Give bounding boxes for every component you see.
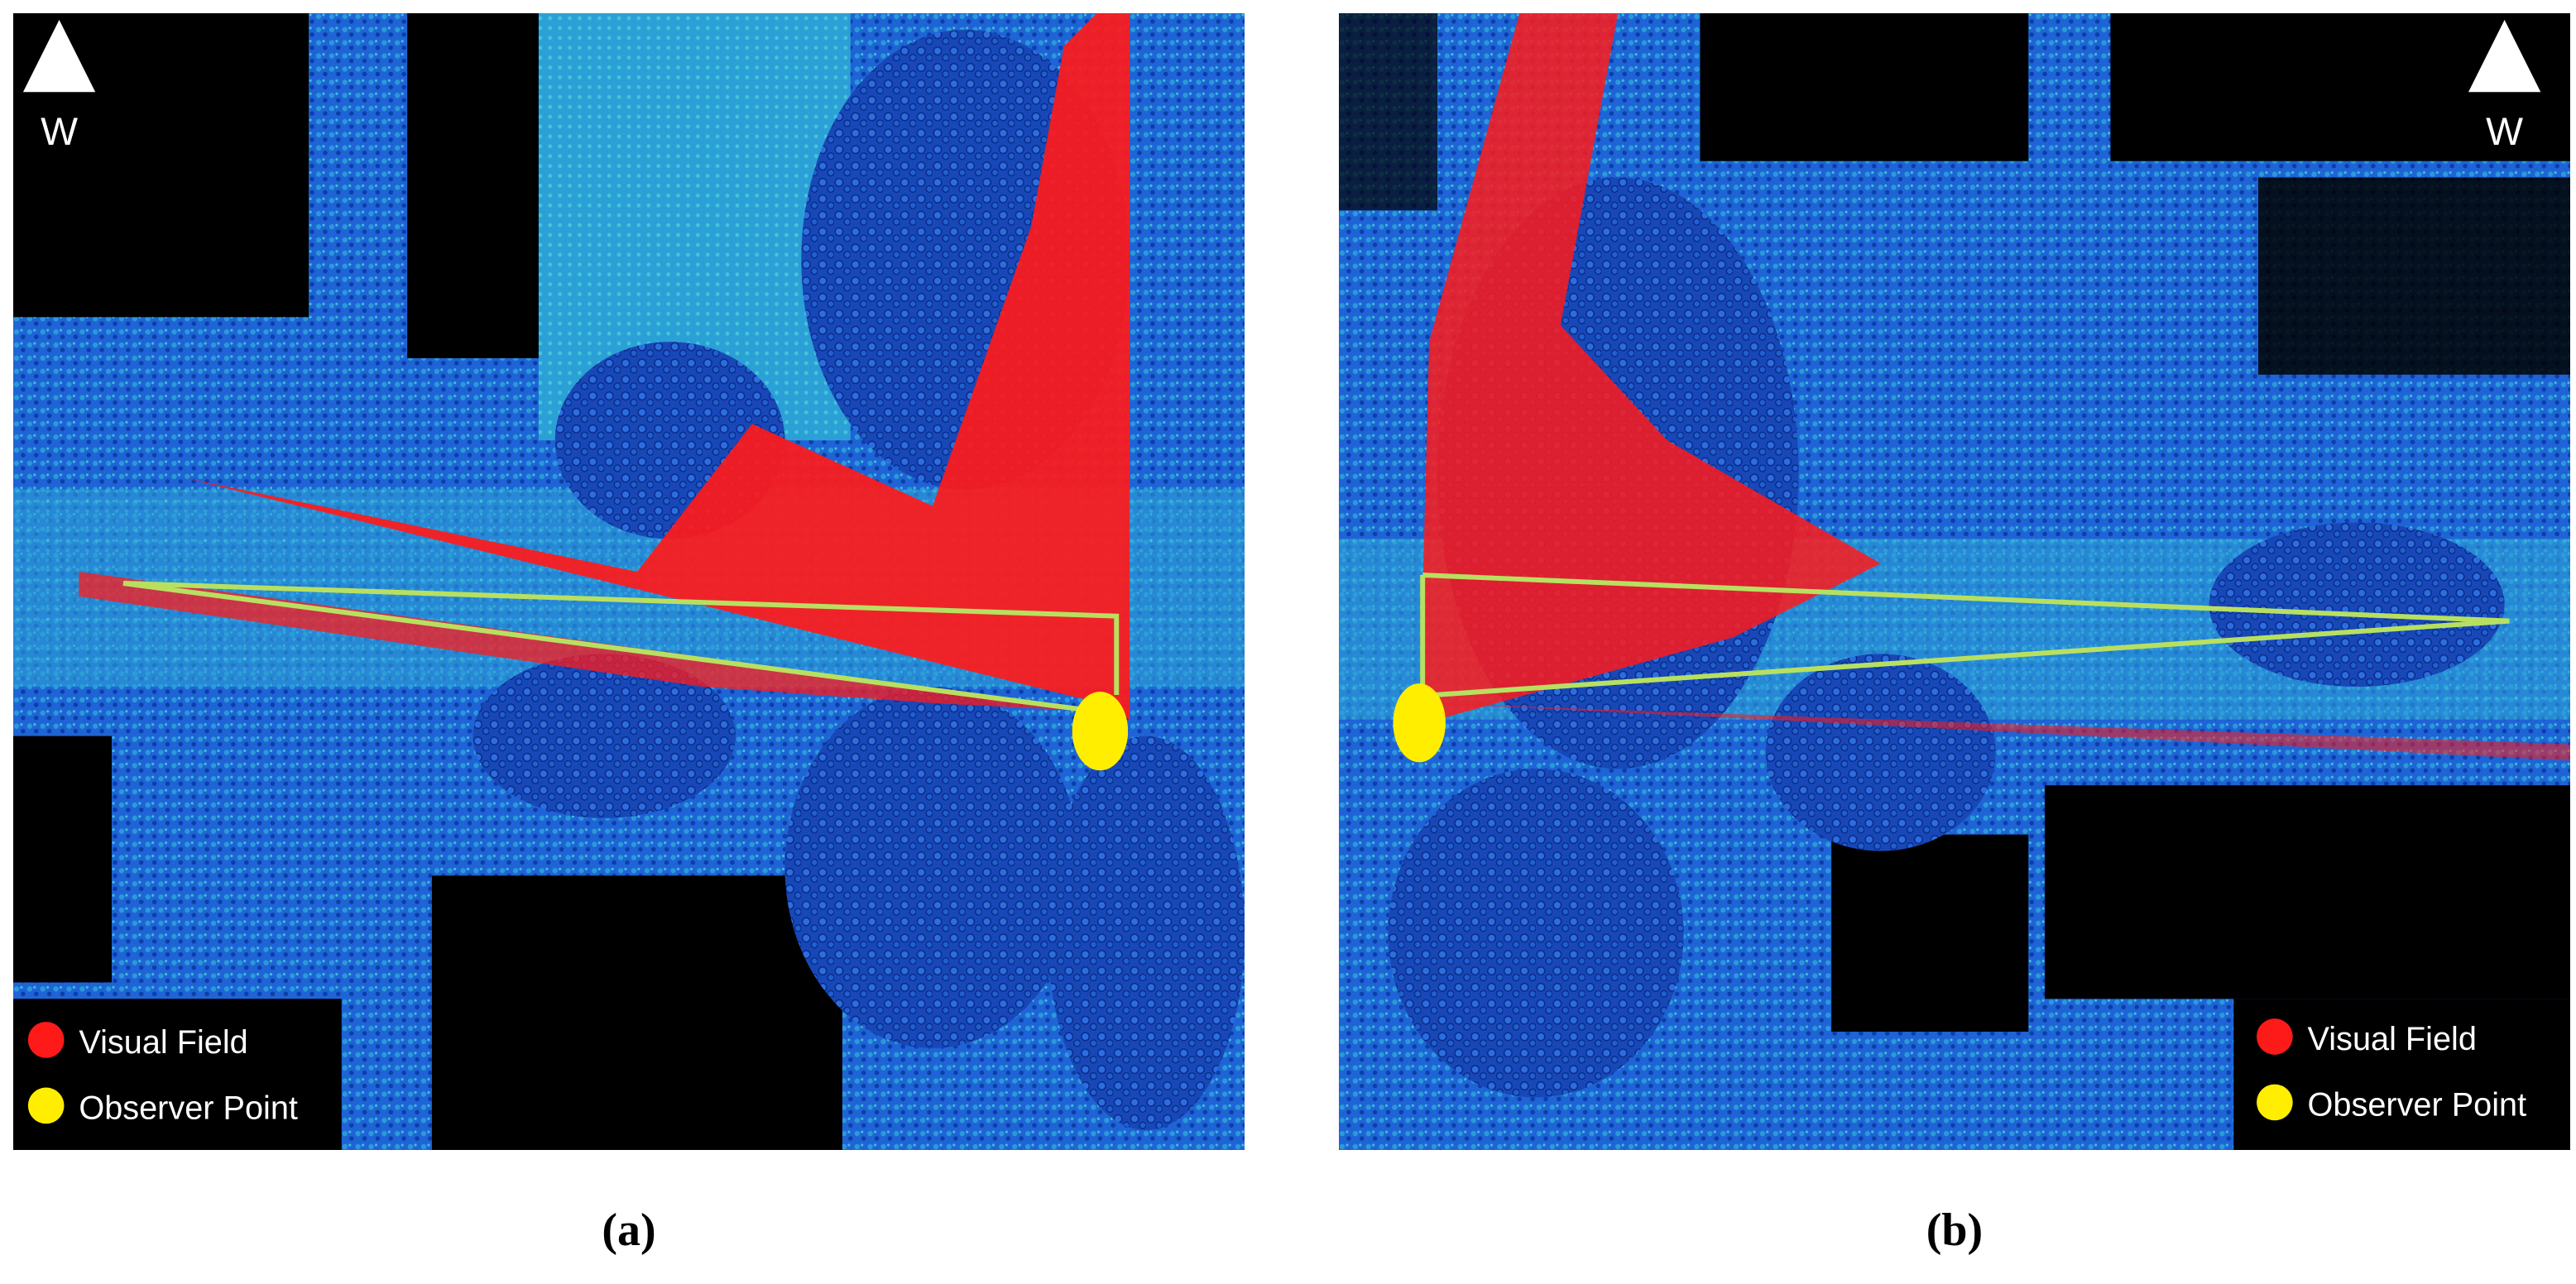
tree — [473, 654, 736, 818]
legend-label: Observer Point — [79, 1090, 298, 1126]
compass-arrow — [2468, 19, 2541, 93]
building — [1700, 13, 2029, 161]
tree — [1388, 769, 1684, 1098]
view-line — [1433, 618, 2510, 697]
tree — [1765, 654, 1996, 851]
building — [1339, 13, 1438, 211]
observer-point — [1393, 683, 1446, 763]
legend-swatch — [2257, 1084, 2293, 1121]
legend-swatch — [27, 1087, 65, 1124]
legend-label: Visual Field — [2308, 1021, 2477, 1057]
building — [1831, 834, 2029, 1032]
visual-field — [185, 13, 1130, 720]
building — [431, 875, 842, 1150]
tree — [2209, 522, 2505, 688]
caption: (b) — [1926, 1205, 1984, 1256]
view-line — [122, 581, 1120, 696]
map-panel-a: W Visual Field Observer Point — [13, 13, 1245, 1150]
legend-swatch — [2257, 1018, 2293, 1055]
legend — [2233, 999, 2570, 1150]
compass-label: W — [41, 110, 78, 154]
legend-label: Visual Field — [79, 1024, 247, 1061]
view-line — [122, 581, 1097, 714]
building — [13, 735, 113, 983]
compass-label: W — [2486, 110, 2523, 154]
legend-label: Observer Point — [2308, 1086, 2527, 1123]
map-panel-b: W Visual Field Observer Point — [1339, 13, 2570, 1150]
building — [407, 13, 539, 358]
legend-swatch — [27, 1022, 65, 1058]
building — [2045, 785, 2570, 999]
visual-field — [1419, 13, 1881, 723]
tree — [1047, 735, 1245, 1131]
tree — [784, 687, 1081, 1048]
compass-arrow — [22, 19, 96, 93]
observer-point — [1072, 692, 1129, 771]
caption: (a) — [602, 1205, 656, 1256]
legend — [13, 999, 342, 1150]
building — [2258, 177, 2570, 375]
view-line — [1422, 573, 2510, 624]
